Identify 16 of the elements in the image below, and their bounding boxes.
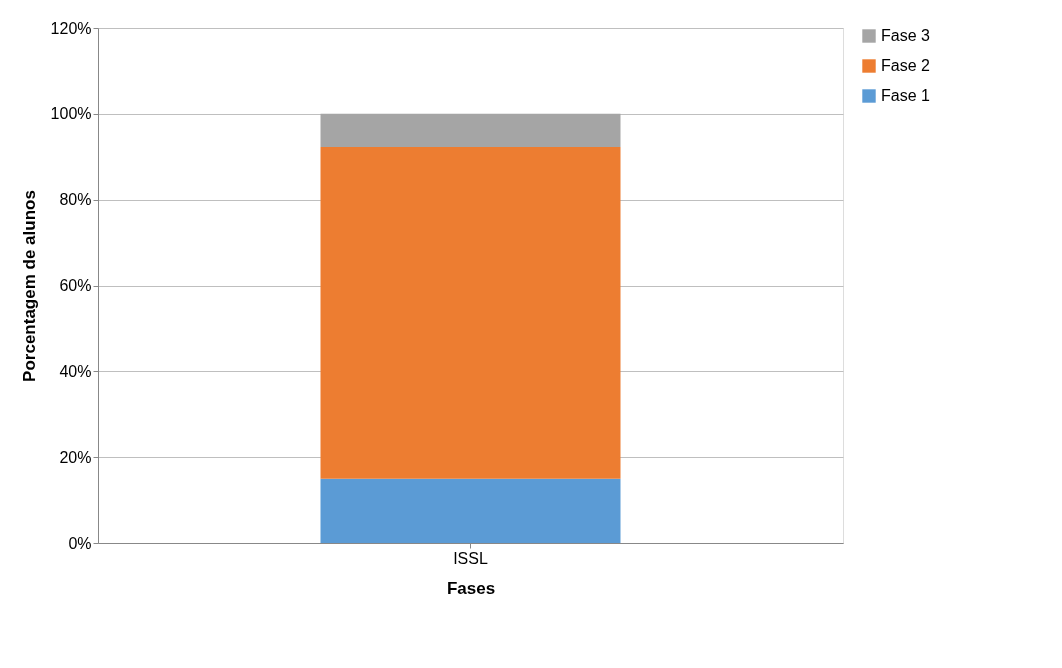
y-tick-label: 80%	[59, 191, 92, 209]
legend-label: Fase 3	[881, 27, 931, 44]
bar	[320, 146, 621, 479]
legend-label: Fase 1	[881, 87, 931, 104]
x-tick-label: ISSL	[453, 549, 488, 567]
x-axis-title: Fases	[446, 578, 496, 598]
y-tick-label: 0%	[68, 534, 92, 552]
y-axis-title: Porcentagem de alunos	[19, 190, 39, 382]
bar	[320, 478, 621, 543]
y-tick-label: 60%	[59, 277, 92, 294]
legend-label: Fase 2	[881, 57, 931, 74]
bar	[320, 113, 621, 147]
y-tick-label: 20%	[59, 448, 92, 466]
y-tick-label: 100%	[50, 105, 92, 123]
y-tick-label: 120%	[50, 19, 92, 37]
y-tick-label: 40%	[59, 362, 92, 380]
